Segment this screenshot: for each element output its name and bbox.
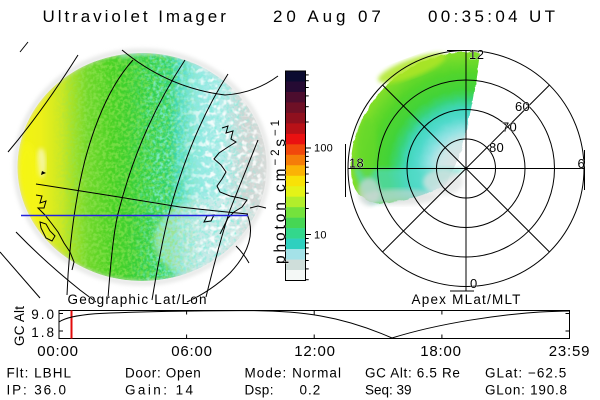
svg-text:Gain: 14: Gain: 14 — [125, 383, 195, 398]
svg-text:10: 10 — [314, 230, 327, 242]
svg-text:18:00: 18:00 — [420, 343, 462, 360]
svg-text:0.2: 0.2 — [300, 383, 322, 398]
svg-text:IP: 36.0: IP: 36.0 — [7, 383, 68, 398]
svg-text:70: 70 — [502, 120, 517, 135]
svg-text:1.8: 1.8 — [31, 325, 56, 340]
svg-text:Door: Open: Door: Open — [125, 366, 202, 381]
svg-text:12: 12 — [469, 47, 484, 62]
svg-text:GLat: −62.5: GLat: −62.5 — [485, 366, 567, 381]
svg-text:9.0: 9.0 — [31, 307, 56, 322]
svg-text:Geographic Lat/Lon: Geographic Lat/Lon — [68, 292, 208, 307]
svg-text:Mode: Normal: Mode: Normal — [245, 366, 343, 381]
svg-text:Flt: LBHL: Flt: LBHL — [7, 366, 73, 381]
svg-text:06:00: 06:00 — [171, 343, 213, 360]
svg-text:80: 80 — [489, 140, 504, 155]
svg-text:GC Alt: 6.5 Re: GC Alt: 6.5 Re — [365, 366, 461, 381]
svg-text:GC Alt: GC Alt — [12, 306, 27, 346]
svg-text:20 Aug 07: 20 Aug 07 — [273, 7, 385, 26]
svg-text:Apex MLat/MLT: Apex MLat/MLT — [412, 292, 522, 307]
svg-text:Seq: 39: Seq: 39 — [365, 383, 412, 398]
svg-text:Ultraviolet Imager: Ultraviolet Imager — [43, 7, 229, 26]
svg-text:6: 6 — [578, 156, 585, 171]
svg-text:12:00: 12:00 — [294, 343, 336, 360]
svg-text:00:35:04 UT: 00:35:04 UT — [428, 7, 558, 26]
svg-text:100: 100 — [314, 143, 333, 155]
svg-text:18: 18 — [349, 156, 364, 171]
svg-text:photon cm−2s−1: photon cm−2s−1 — [270, 117, 289, 264]
svg-text:Dsp:: Dsp: — [245, 383, 274, 398]
svg-text:GLon: 190.8: GLon: 190.8 — [485, 383, 568, 398]
svg-text:00:00: 00:00 — [37, 343, 79, 360]
svg-text:60: 60 — [515, 99, 530, 114]
svg-text:23:59: 23:59 — [549, 343, 591, 360]
svg-text:0: 0 — [470, 276, 477, 291]
